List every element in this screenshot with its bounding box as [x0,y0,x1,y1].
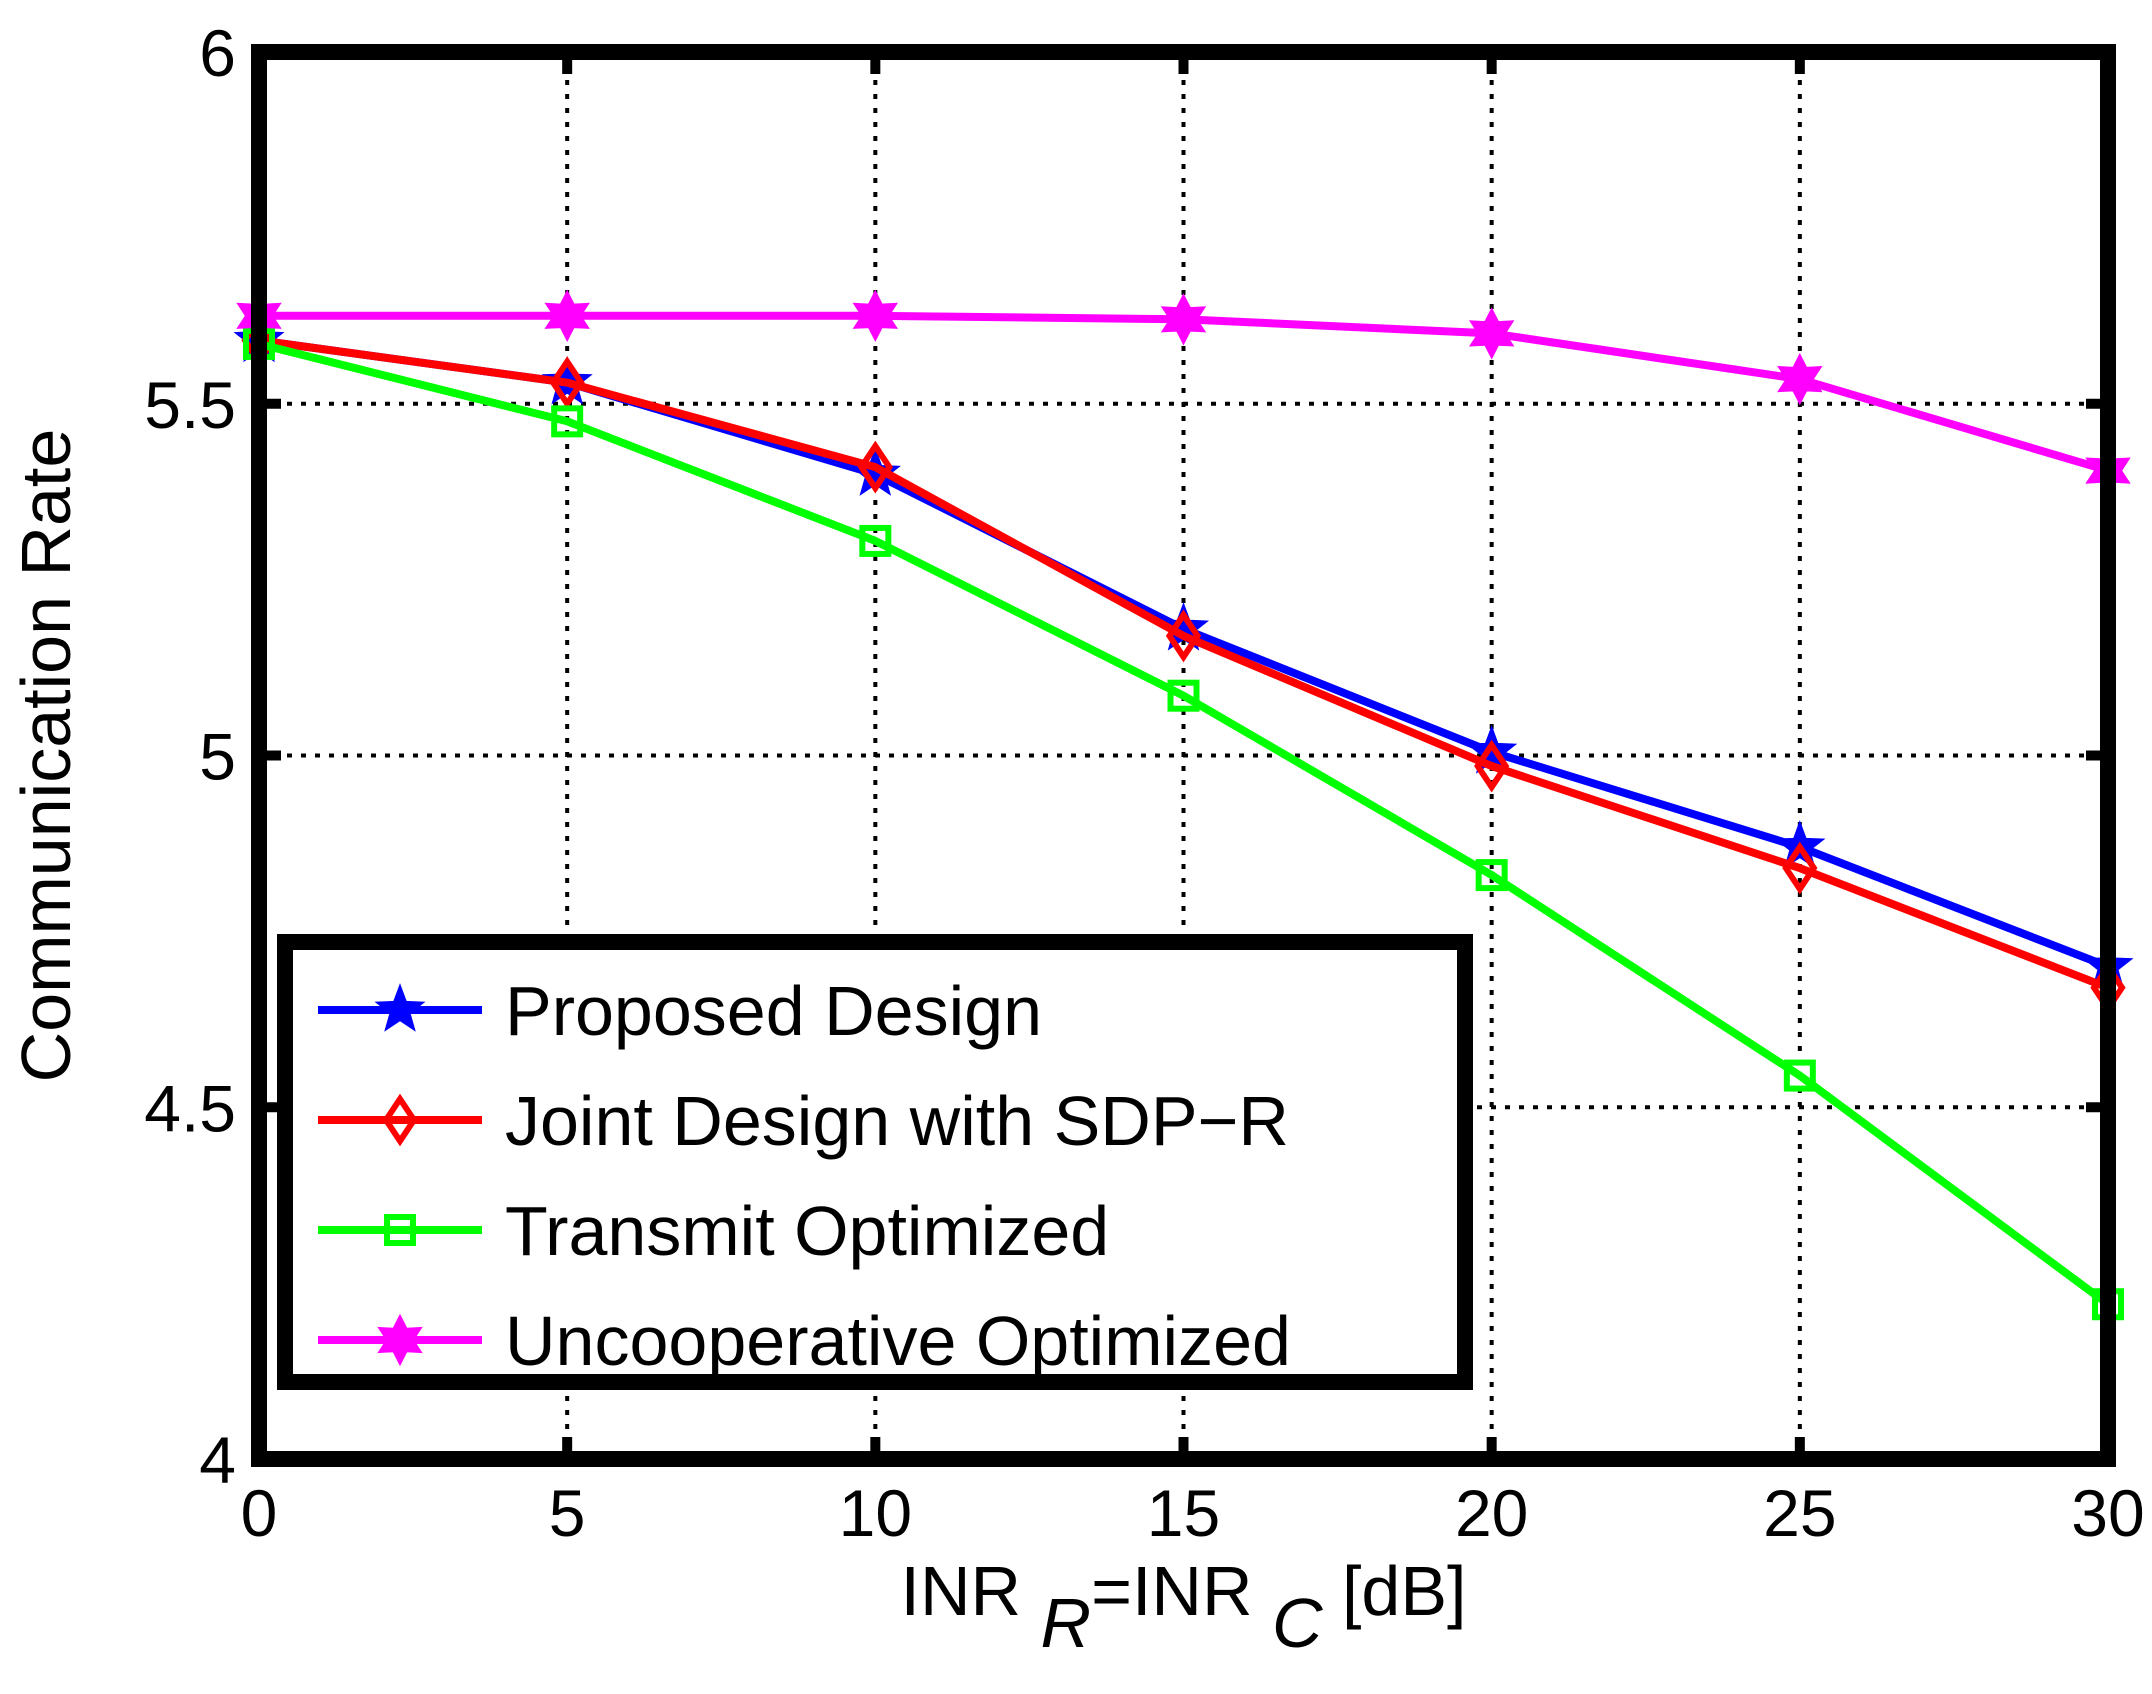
x-tick-label: 10 [839,1476,912,1550]
x-axis-label-part: R [1041,1584,1092,1662]
hexagram-marker [1777,352,1823,406]
legend-label: Proposed Design [505,972,1042,1050]
series [243,327,2124,1321]
legend-entry: Proposed Design [318,972,1042,1050]
y-tick-labels: 4 4.5 5 5.5 6 [144,16,236,1497]
x-tick-label: 15 [1147,1476,1220,1550]
legend: Proposed Design Joint Design with SDP−R Tr… [277,934,1473,1390]
y-tick-label: 4.5 [144,1071,236,1145]
diamond-marker [1474,739,1510,793]
x-axis-label-part: INR [901,1552,1041,1630]
square-marker [551,405,584,438]
x-axis-label-part: =INR [1091,1552,1272,1630]
square-marker [1167,679,1200,712]
hexagram-marker [377,1313,423,1367]
hexagram-marker [852,289,899,342]
hexagram-marker [1468,307,1515,360]
x-tick-label: 30 [2071,1476,2144,1550]
series [236,289,2131,497]
legend-label: Transmit Optimized [505,1192,1109,1270]
legend-entry: Uncooperative Optimized [318,1302,1291,1380]
y-tick-label: 4 [199,1423,236,1497]
y-axis-label: Communication Rate [7,429,85,1083]
x-axis-label: INR R=INR C [dB] [901,1552,1467,1662]
ticks [254,47,2113,1464]
diamond-marker [549,356,585,410]
x-tick-labels: 0 5 10 15 20 25 30 [241,1476,2145,1550]
x-axis-label-part: [dB] [1323,1552,1467,1630]
hexagram-marker [544,289,590,342]
square-marker [1783,1059,1816,1092]
legend-entry: Transmit Optimized [318,1192,1109,1270]
x-tick-label: 20 [1455,1476,1528,1550]
y-tick-label: 5 [199,720,236,794]
square-marker [859,524,892,557]
x-tick-label: 0 [241,1476,278,1550]
series-line [258,336,2110,992]
legend-label: Uncooperative Optimized [505,1302,1291,1380]
series-line [258,340,2111,1308]
hexagram-marker [1160,293,1207,346]
pentagram-marker [374,983,426,1032]
y-tick-label: 6 [199,16,236,90]
x-axis-label-part: C [1272,1584,1323,1662]
square-marker [384,1214,416,1246]
diamond-marker [1782,841,1818,895]
diamond-marker [1165,609,1202,663]
legend-entry: Joint Design with SDP−R [318,1082,1289,1160]
x-tick-label: 5 [549,1476,586,1550]
legend-box [277,934,1473,1390]
square-marker [1475,859,1508,892]
x-tick-label: 25 [1763,1476,1836,1550]
y-tick-label: 5.5 [144,368,236,442]
diamond-marker [857,440,893,494]
diamond-marker [382,1093,418,1147]
legend-label: Joint Design with SDP−R [505,1082,1289,1160]
